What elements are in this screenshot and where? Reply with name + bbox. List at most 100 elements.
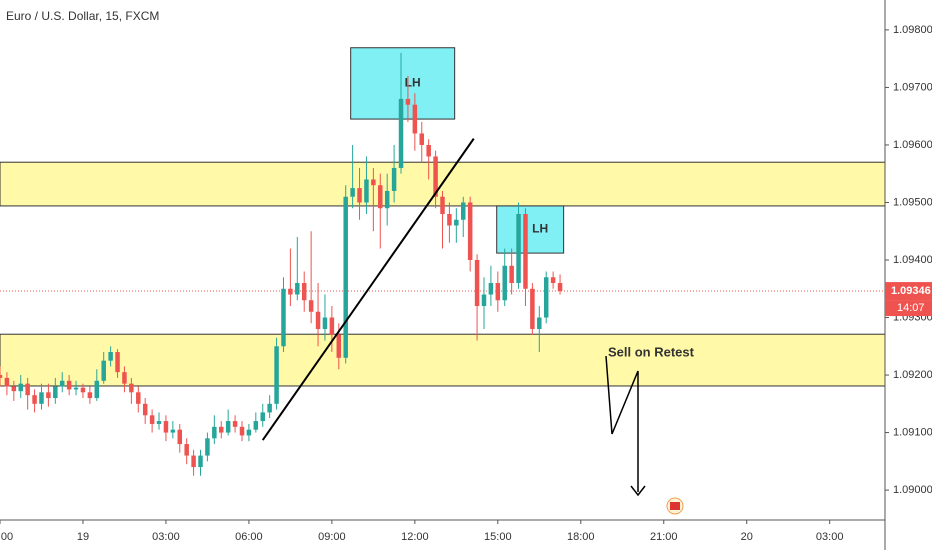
- candle-body: [184, 444, 189, 456]
- candle-body: [149, 415, 155, 424]
- annotation: Sell on Retest: [608, 344, 695, 359]
- candle-body: [488, 283, 494, 295]
- candle-body: [378, 185, 383, 209]
- candle-body: [543, 277, 549, 318]
- candle-body: [225, 421, 231, 433]
- candle-body: [260, 412, 265, 422]
- candle-body: [115, 352, 120, 373]
- trendline: [261, 138, 475, 441]
- candle-body: [39, 392, 44, 404]
- candle-body: [467, 202, 473, 260]
- event-flag: [670, 502, 680, 510]
- x-tick-label: 12:00: [401, 531, 429, 543]
- candle-body: [18, 383, 23, 392]
- candle-body: [357, 188, 362, 203]
- plot-area: LH LH: [0, 47, 886, 476]
- y-tick-label: 1.09800: [893, 24, 932, 36]
- candle-body: [495, 283, 501, 301]
- candle-body: [398, 98, 404, 168]
- y-tick-label: 1.09600: [893, 139, 932, 151]
- price-tag: [885, 282, 932, 301]
- price-tag-label: 1.09346: [891, 285, 931, 297]
- candle-body: [447, 213, 452, 226]
- candle-body: [481, 294, 487, 307]
- candle-body: [246, 429, 252, 436]
- candle-body: [0, 375, 3, 378]
- candle-body: [25, 383, 30, 396]
- candle-body: [391, 167, 397, 191]
- candle-body: [94, 380, 100, 399]
- y-tick-label: 1.09200: [893, 369, 932, 381]
- candle-body: [80, 387, 86, 393]
- x-tick-label: 00: [1, 531, 13, 543]
- candle-body: [163, 421, 169, 433]
- candle-body: [66, 380, 72, 390]
- candle-body: [136, 392, 141, 404]
- candle-body: [350, 188, 355, 197]
- x-tick-label: 21:00: [650, 531, 678, 543]
- candle-body: [509, 265, 514, 284]
- candle-body: [32, 395, 37, 404]
- candle-body: [142, 403, 148, 416]
- zone: [0, 333, 886, 387]
- candle-body: [315, 311, 321, 330]
- x-tick-label: 09:00: [318, 531, 346, 543]
- lh-label: LH: [405, 76, 421, 90]
- y-tick-label: 1.09400: [893, 254, 932, 266]
- candle-body: [474, 260, 480, 307]
- candle-body: [191, 455, 196, 468]
- candle-body: [550, 277, 556, 284]
- candle-body: [502, 265, 507, 301]
- candle-body: [530, 288, 535, 330]
- candle-body: [232, 421, 238, 427]
- countdown-label: 14:07: [897, 302, 925, 314]
- candle-body: [53, 386, 58, 399]
- candle-body: [59, 380, 65, 387]
- candle-body: [343, 196, 348, 358]
- candle-body: [295, 283, 300, 295]
- candle-body: [301, 283, 307, 301]
- candle-body: [101, 360, 106, 381]
- candle-body: [336, 334, 342, 358]
- x-tick-label: 20: [741, 531, 753, 543]
- candle-body: [371, 179, 376, 186]
- x-tick-label: 19: [77, 531, 89, 543]
- candle-body: [170, 429, 176, 433]
- candle-body: [433, 156, 438, 197]
- y-tick-label: 1.09500: [893, 196, 932, 208]
- candle-body: [281, 288, 286, 347]
- candle-body: [205, 438, 210, 456]
- candle-body: [308, 300, 314, 312]
- candle-body: [274, 346, 279, 404]
- candle-body: [129, 383, 134, 393]
- y-tick-label: 1.09000: [893, 484, 932, 496]
- candle-body: [419, 133, 425, 145]
- candle-body: [516, 213, 521, 284]
- countdown-tag: [885, 300, 932, 317]
- candle-body: [523, 213, 528, 289]
- x-tick-label: 18:00: [567, 531, 595, 543]
- x-tick-label: 06:00: [235, 531, 263, 543]
- candle-body: [426, 144, 431, 157]
- candle-body: [454, 219, 459, 226]
- candle-body: [46, 392, 51, 399]
- x-tick-label: 15:00: [484, 531, 512, 543]
- x-tick-label: 03:00: [152, 531, 180, 543]
- candle-body: [4, 377, 10, 387]
- candle-body: [156, 421, 162, 424]
- candle-body: [384, 190, 390, 209]
- candle-body: [177, 429, 183, 445]
- lh-box: [496, 205, 565, 254]
- y-tick-label: 1.09700: [893, 81, 932, 93]
- candle-body: [122, 372, 127, 384]
- sell-arrow: [605, 355, 639, 492]
- candle-body: [219, 426, 224, 433]
- candle-body: [412, 104, 418, 134]
- candle-body: [322, 317, 328, 330]
- candle-body: [405, 98, 411, 105]
- candle-body: [557, 283, 563, 292]
- chart-title: Euro / U.S. Dollar, 15, FXCM: [6, 9, 159, 23]
- candle-body: [537, 317, 542, 330]
